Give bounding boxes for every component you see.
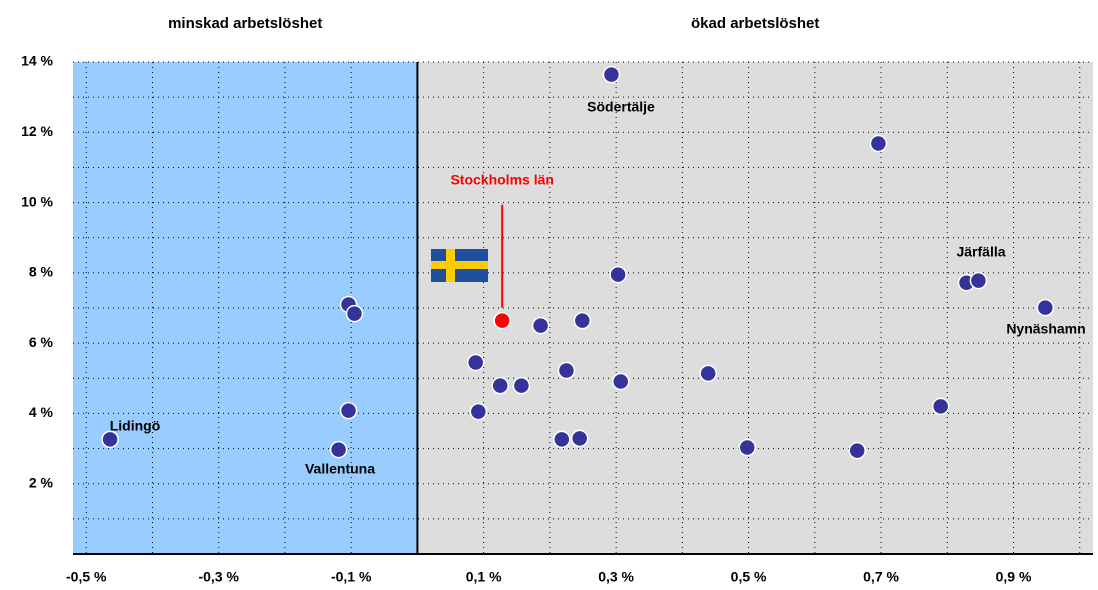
point — [329, 440, 348, 459]
point — [969, 271, 988, 290]
point — [531, 316, 550, 335]
y-tick-label: 10 % — [21, 193, 53, 209]
point — [570, 429, 589, 448]
point — [699, 364, 717, 383]
point — [339, 401, 358, 420]
point — [1036, 298, 1055, 317]
x-tick-label: -0,3 % — [198, 569, 239, 585]
point-label: Järfälla — [956, 244, 1005, 260]
y-tick-label: 2 % — [29, 474, 54, 490]
point-label: Södertälje — [587, 99, 655, 115]
y-tick-label: 14 % — [21, 53, 53, 69]
y-tick-label: 4 % — [29, 404, 54, 420]
point — [493, 311, 511, 330]
region-increase — [417, 62, 1093, 554]
point — [848, 441, 866, 460]
point — [931, 397, 950, 416]
point — [609, 265, 627, 284]
point — [466, 353, 485, 372]
x-tick-label: 0,9 % — [996, 569, 1032, 585]
point-label: Vallentuna — [305, 461, 375, 477]
plot-background — [73, 62, 1093, 554]
point — [557, 361, 576, 380]
y-tick-label: 8 % — [29, 264, 54, 280]
flag-cross — [431, 261, 488, 269]
region-label: minskad arbetslöshet — [168, 15, 322, 32]
point — [602, 65, 621, 84]
point — [869, 134, 888, 153]
point — [738, 438, 757, 457]
x-tick-label: 0,7 % — [863, 569, 899, 585]
point — [469, 402, 488, 421]
point — [553, 430, 571, 449]
point — [612, 372, 630, 391]
point — [345, 304, 364, 323]
point — [491, 376, 509, 395]
x-tick-label: 0,3 % — [598, 569, 634, 585]
x-tick-label: -0,1 % — [331, 569, 372, 585]
series-label: Stockholms län — [450, 171, 553, 187]
swedish-flag — [431, 249, 488, 282]
region-label: ökad arbetslöshet — [691, 15, 819, 32]
point — [573, 311, 592, 330]
y-tick-label: 12 % — [21, 123, 53, 139]
point-label: Nynäshamn — [1006, 321, 1085, 337]
point-label: Lidingö — [110, 418, 161, 434]
x-tick-label: 0,5 % — [731, 569, 767, 585]
grid — [73, 61, 1093, 554]
x-tick-label: -0,5 % — [66, 569, 107, 585]
marks — [101, 65, 1055, 460]
point — [101, 430, 119, 449]
point — [512, 376, 531, 395]
x-tick-label: 0,1 % — [466, 569, 502, 585]
y-tick-label: 6 % — [29, 334, 54, 350]
region-decrease — [73, 62, 418, 554]
